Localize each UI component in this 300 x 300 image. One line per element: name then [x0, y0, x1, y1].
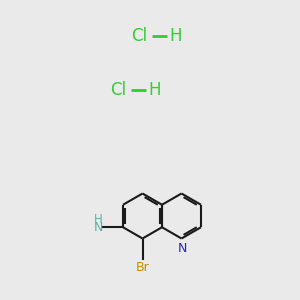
Text: Cl: Cl — [110, 81, 126, 99]
Text: H: H — [148, 81, 161, 99]
Text: N: N — [93, 221, 103, 234]
Text: H: H — [169, 27, 182, 45]
Text: H: H — [94, 213, 103, 226]
Text: N: N — [178, 242, 188, 255]
Text: Cl: Cl — [131, 27, 147, 45]
Text: Br: Br — [136, 261, 149, 274]
